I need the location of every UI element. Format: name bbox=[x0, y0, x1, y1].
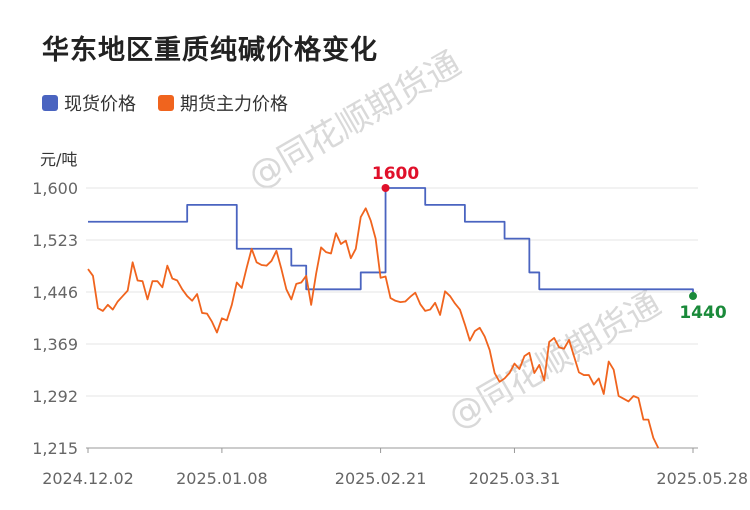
annotation-label: 1440 bbox=[679, 303, 726, 323]
series-line-futures bbox=[87, 207, 660, 449]
series-line-spot bbox=[88, 187, 694, 297]
legend-label-futures: 期货主力价格 bbox=[180, 94, 288, 115]
y-tick-label: 1,369 bbox=[32, 335, 78, 354]
x-tick-label: 2025.02.21 bbox=[335, 469, 427, 488]
legend-item-futures[interactable]: 期货主力价格 bbox=[158, 90, 288, 116]
legend-item-spot[interactable]: 现货价格 bbox=[42, 90, 136, 116]
y-tick-label: 1,600 bbox=[32, 179, 78, 198]
x-tick-label: 2025.01.08 bbox=[176, 469, 268, 488]
x-tick-label: 2024.12.02 bbox=[42, 469, 134, 488]
x-tick-label: 2025.03.31 bbox=[469, 469, 561, 488]
y-tick-label: 1,215 bbox=[32, 439, 78, 458]
legend-swatch-futures bbox=[158, 95, 174, 111]
annotation-label: 1600 bbox=[372, 164, 419, 184]
watermark-text: @同花顺期货通 bbox=[241, 44, 467, 198]
y-axis-unit: 元/吨 bbox=[40, 150, 78, 169]
annotation-point bbox=[689, 292, 697, 301]
y-tick-label: 1,523 bbox=[32, 231, 78, 250]
legend: 现货价格 期货主力价格 bbox=[42, 90, 288, 116]
y-tick-label: 1,292 bbox=[32, 387, 78, 406]
chart-title: 华东地区重质纯碱价格变化 bbox=[42, 35, 378, 66]
watermark-text: @同花顺期货通 bbox=[441, 284, 667, 438]
x-tick-label: 2025.05.28 bbox=[656, 469, 748, 488]
legend-label-spot: 现货价格 bbox=[64, 94, 136, 115]
annotation-point bbox=[381, 184, 390, 192]
legend-swatch-spot bbox=[42, 95, 58, 111]
y-tick-label: 1,446 bbox=[32, 283, 78, 302]
